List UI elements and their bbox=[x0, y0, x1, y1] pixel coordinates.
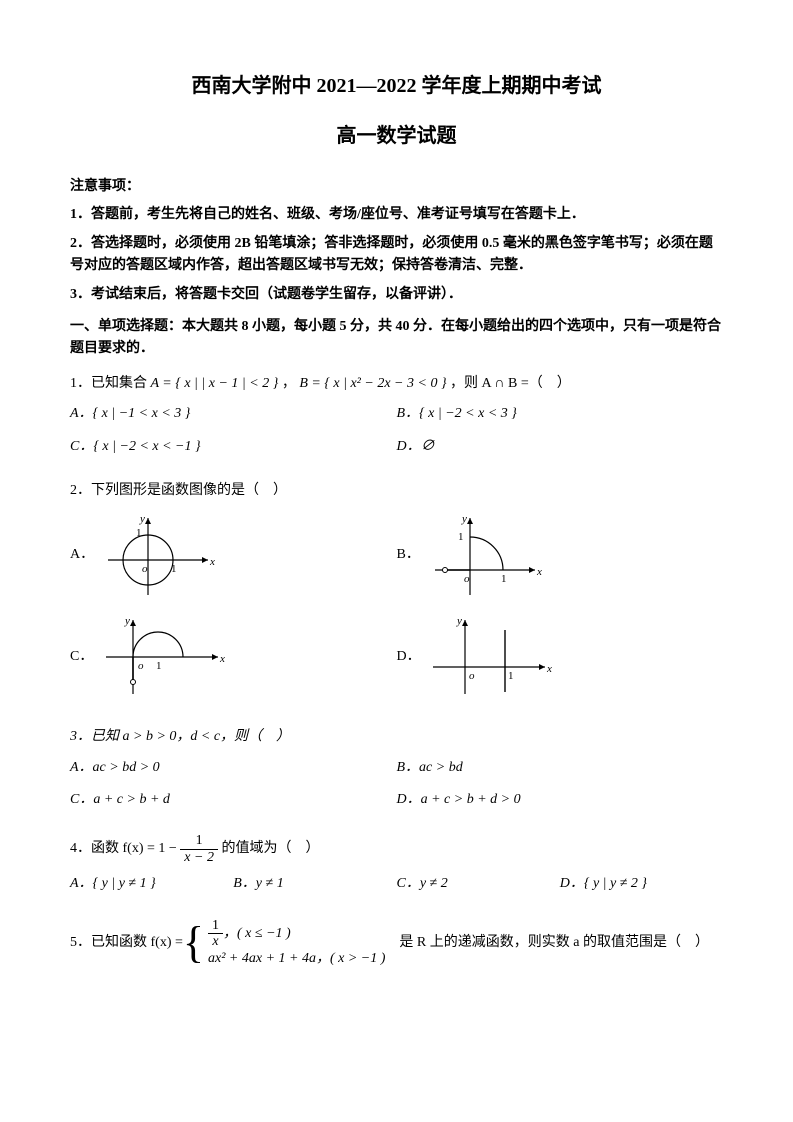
q2-label-C: C． bbox=[70, 646, 98, 668]
q2-graph-A: A． o 1 1 x y bbox=[70, 510, 397, 600]
svg-text:y: y bbox=[461, 513, 467, 525]
q5-case1-num: 1 bbox=[208, 918, 223, 934]
svg-text:o: o bbox=[138, 660, 144, 672]
q2-label-A: A． bbox=[70, 544, 98, 566]
svg-text:1: 1 bbox=[156, 660, 162, 672]
q3-stem: 3．已知 a > b > 0，d < c，则（ ） bbox=[70, 726, 723, 748]
q5-case2: ax² + 4ax + 1 + 4a，( x > −1 ) bbox=[208, 949, 385, 969]
q2-label-B: B． bbox=[397, 544, 425, 566]
q1-stem-prefix: 1．已知集合 bbox=[70, 376, 151, 391]
section1-header: 一、单项选择题：本大题共 8 小题，每小题 5 分，共 40 分．在每小题给出的… bbox=[70, 316, 723, 361]
q2-svg-C: o 1 x y bbox=[98, 612, 228, 702]
question-2: 2．下列图形是函数图像的是（ ） A． o 1 1 x y B． bbox=[70, 480, 723, 714]
q3-optD: D．a + c > b + d > 0 bbox=[397, 789, 724, 811]
title-sub: 高一数学试题 bbox=[70, 120, 723, 152]
q2-graph-B: B． o 1 1 x y bbox=[397, 510, 724, 600]
svg-text:x: x bbox=[219, 653, 225, 665]
notice-header: 注意事项： bbox=[70, 176, 723, 198]
q2-graph-C: C． o 1 x y bbox=[70, 612, 397, 702]
svg-text:y: y bbox=[139, 513, 145, 525]
svg-text:x: x bbox=[546, 663, 552, 675]
q5-case1-den: x bbox=[208, 934, 223, 949]
notice-item-1: 1．答题前，考生先将自己的姓名、班级、考场/座位号、准考证号填写在答题卡上． bbox=[70, 204, 723, 226]
svg-text:x: x bbox=[209, 556, 215, 568]
q4-stem-suffix: 的值域为（ ） bbox=[221, 842, 319, 857]
question-5: 5．已知函数 f(x) = { 1 x ，( x ≤ −1 ) ax² + 4a… bbox=[70, 918, 723, 969]
q2-stem: 2．下列图形是函数图像的是（ ） bbox=[70, 480, 723, 502]
q1-optB: B．{ x | −2 < x < 3 } bbox=[397, 403, 724, 425]
q3-optA: A．ac > bd > 0 bbox=[70, 757, 397, 779]
svg-text:1: 1 bbox=[136, 527, 142, 539]
notice-item-3: 3．考试结束后，将答题卡交回（试题卷学生留存，以备评讲）． bbox=[70, 284, 723, 306]
svg-text:y: y bbox=[456, 615, 462, 627]
q1-stem-suffix: ，则 A ∩ B =（ ） bbox=[450, 376, 571, 391]
question-4: 4．函数 f(x) = 1 − 1 x − 2 的值域为（ ） A．{ y | … bbox=[70, 833, 723, 905]
svg-text:1: 1 bbox=[171, 563, 177, 575]
q3-optB: B．ac > bd bbox=[397, 757, 724, 779]
q2-svg-A: o 1 1 x y bbox=[98, 510, 218, 600]
q4-stem-prefix: 4．函数 f(x) = 1 − bbox=[70, 842, 180, 857]
q4-frac-den: x − 2 bbox=[180, 850, 218, 865]
q3-optC: C．a + c > b + d bbox=[70, 789, 397, 811]
q5-piecewise: { 1 x ，( x ≤ −1 ) ax² + 4ax + 1 + 4a，( x… bbox=[183, 918, 386, 969]
q4-optC: C．y ≠ 2 bbox=[397, 873, 560, 895]
q2-label-D: D． bbox=[397, 646, 425, 668]
q5-stem-prefix: 5．已知函数 f(x) = bbox=[70, 932, 183, 954]
q2-graph-D: D． o 1 x y bbox=[397, 612, 724, 702]
q5-stem-suffix: 是 R 上的递减函数，则实数 a 的取值范围是（ ） bbox=[385, 932, 709, 954]
svg-text:y: y bbox=[124, 615, 130, 627]
svg-text:1: 1 bbox=[458, 531, 464, 543]
q1-comma1: ， bbox=[282, 376, 296, 391]
q1-optA: A．{ x | −1 < x < 3 } bbox=[70, 403, 397, 425]
q4-fraction: 1 x − 2 bbox=[180, 833, 218, 865]
q2-svg-D: o 1 x y bbox=[425, 612, 555, 702]
q1-setA: A = { x | | x − 1 | < 2 } bbox=[151, 376, 279, 391]
q1-optD: D．∅ bbox=[397, 436, 724, 458]
question-3: 3．已知 a > b > 0，d < c，则（ ） A．ac > bd > 0 … bbox=[70, 726, 723, 821]
brace-icon: { bbox=[183, 921, 204, 965]
q4-optA: A．{ y | y ≠ 1 } bbox=[70, 873, 233, 895]
svg-text:o: o bbox=[469, 670, 475, 682]
q5-case1: 1 x ，( x ≤ −1 ) bbox=[208, 918, 385, 950]
q1-optC: C．{ x | −2 < x < −1 } bbox=[70, 436, 397, 458]
svg-text:o: o bbox=[142, 563, 148, 575]
q1-setB: B = { x | x² − 2x − 3 < 0 } bbox=[299, 376, 446, 391]
svg-text:1: 1 bbox=[501, 573, 507, 585]
svg-text:1: 1 bbox=[508, 670, 514, 682]
q4-optD: D．{ y | y ≠ 2 } bbox=[560, 873, 723, 895]
q4-frac-num: 1 bbox=[180, 833, 218, 849]
q4-optB: B．y ≠ 1 bbox=[233, 873, 396, 895]
notice-item-2: 2．答选择题时，必须使用 2B 铅笔填涂；答非选择题时，必须使用 0.5 毫米的… bbox=[70, 233, 723, 278]
svg-text:o: o bbox=[464, 573, 470, 585]
title-main: 西南大学附中 2021—2022 学年度上期期中考试 bbox=[70, 70, 723, 102]
question-1: 1．已知集合 A = { x | | x − 1 | < 2 } ， B = {… bbox=[70, 373, 723, 468]
q5-case1-cond: ，( x ≤ −1 ) bbox=[223, 924, 291, 944]
q2-svg-B: o 1 1 x y bbox=[425, 510, 545, 600]
svg-text:x: x bbox=[536, 566, 542, 578]
